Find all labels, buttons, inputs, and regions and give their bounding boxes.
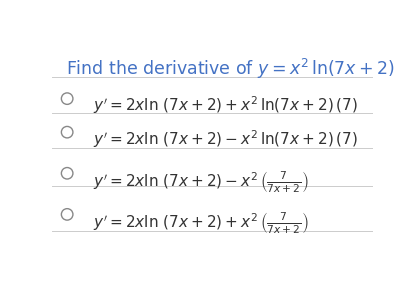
Text: $y' = 2x\ln\,(7x + 2) - x^2\,\mathrm{ln}(7x + 2)\,(7)$: $y' = 2x\ln\,(7x + 2) - x^2\,\mathrm{ln}… <box>93 128 357 149</box>
Text: $y' = 2x\ln\,(7x + 2) + x^2\,\left(\frac{7}{7x+2}\right)$: $y' = 2x\ln\,(7x + 2) + x^2\,\left(\frac… <box>93 210 309 236</box>
Text: $y' = 2x\ln\,(7x + 2) + x^2\,\mathrm{ln}(7x + 2)\,(7)$: $y' = 2x\ln\,(7x + 2) + x^2\,\mathrm{ln}… <box>93 94 357 116</box>
Text: $y' = 2x\ln\,(7x + 2) - x^2\,\left(\frac{7}{7x+2}\right)$: $y' = 2x\ln\,(7x + 2) - x^2\,\left(\frac… <box>93 169 309 195</box>
Text: Find the derivative of $y = x^2\,\ln(7x + 2)$: Find the derivative of $y = x^2\,\ln(7x … <box>66 56 394 81</box>
